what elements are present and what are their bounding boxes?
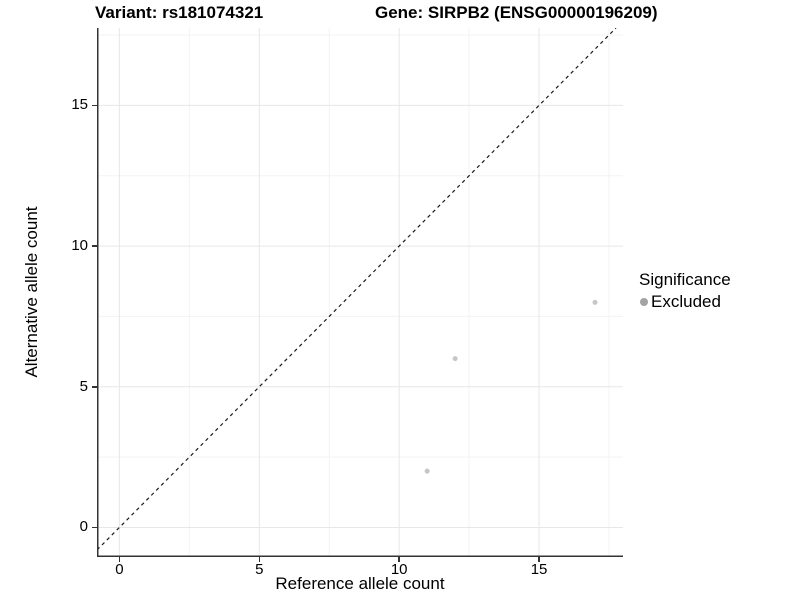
y-axis-title: Alternative allele count <box>22 206 41 378</box>
panel-canvas <box>97 28 623 557</box>
y-tick-label: 10 <box>71 237 88 255</box>
x-axis-title: Reference allele count <box>275 574 445 593</box>
data-point <box>452 356 458 362</box>
y-tick-mark <box>92 526 97 529</box>
x-tick-label: 15 <box>530 561 548 578</box>
x-tick-mark <box>258 557 261 562</box>
y-tick-label: 15 <box>71 96 88 114</box>
y-tick-label: 5 <box>79 377 88 395</box>
plot-title-variant: Variant: rs181074321 <box>95 3 264 22</box>
x-tick-label: 5 <box>255 561 264 578</box>
x-tick-mark <box>398 557 400 562</box>
identity-reference-line <box>97 28 617 551</box>
data-point <box>592 299 598 305</box>
excluded-point-icon <box>640 298 648 306</box>
y-tick-mark <box>92 104 97 107</box>
legend-title: Significance <box>639 270 731 289</box>
legend-item-label: Excluded <box>651 292 721 311</box>
y-tick-mark <box>92 386 97 388</box>
y-tick-label: 0 <box>79 518 88 536</box>
x-tick-label: 0 <box>115 561 124 578</box>
legend-item-excluded: Excluded <box>639 292 731 312</box>
x-tick-label: 10 <box>390 561 408 578</box>
plot-title-gene: Gene: SIRPB2 (ENSG00000196209) <box>375 3 658 22</box>
data-point <box>424 468 430 474</box>
x-tick-mark <box>538 557 540 562</box>
plot-panel <box>97 28 623 557</box>
legend: Significance Excluded <box>639 270 731 312</box>
x-tick-mark <box>118 557 121 562</box>
y-tick-mark <box>92 245 97 247</box>
